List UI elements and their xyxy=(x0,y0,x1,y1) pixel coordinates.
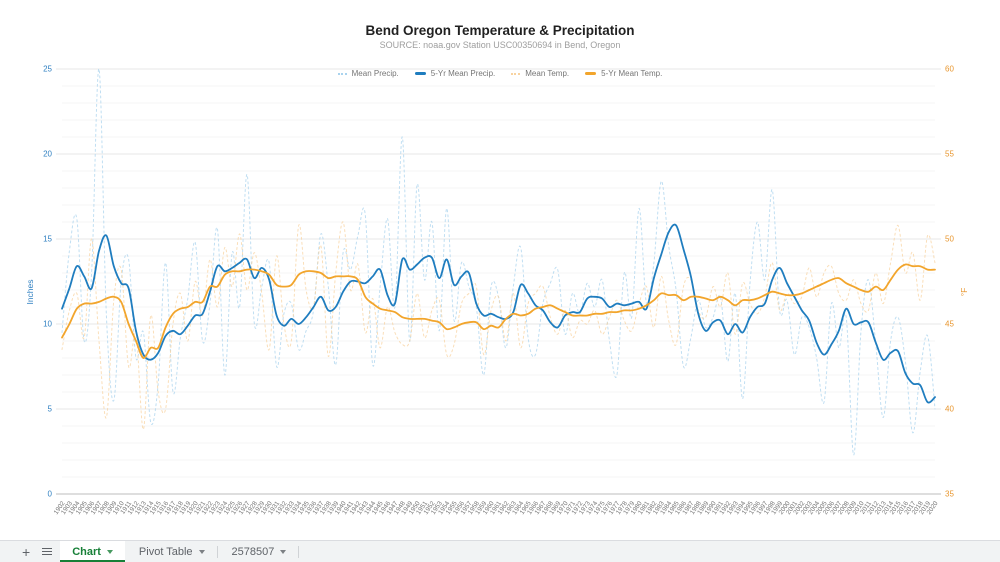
svg-text:45: 45 xyxy=(945,320,954,329)
svg-text:55: 55 xyxy=(945,150,954,159)
chevron-down-icon[interactable] xyxy=(106,549,113,554)
add-sheet-button[interactable]: + xyxy=(16,541,36,562)
legend-item-mean-temp: Mean Temp. xyxy=(511,69,569,78)
tab-separator xyxy=(298,545,300,558)
svg-text:35: 35 xyxy=(945,490,954,499)
svg-text:60: 60 xyxy=(945,65,954,74)
legend-marker-icon xyxy=(585,72,597,75)
svg-text:40: 40 xyxy=(945,405,954,414)
gridlines xyxy=(56,68,941,495)
tab-separator xyxy=(216,545,218,558)
chevron-down-icon[interactable] xyxy=(280,549,287,554)
tab-label: 2578507 xyxy=(231,545,275,558)
tab-2578507[interactable]: 2578507 xyxy=(220,541,299,562)
tab-label: Chart xyxy=(72,545,101,558)
legend-item-5-yr-mean-temp: 5-Yr Mean Temp. xyxy=(585,69,662,78)
series-5-yr-mean-precip xyxy=(61,223,936,404)
legend-item-mean-precip: Mean Precip. xyxy=(337,69,399,78)
svg-text:5: 5 xyxy=(48,405,53,414)
all-sheets-button[interactable] xyxy=(36,541,58,562)
svg-text:25: 25 xyxy=(43,65,52,74)
chevron-down-icon[interactable] xyxy=(198,549,205,554)
tab-label: Pivot Table xyxy=(138,545,193,558)
svg-text:0: 0 xyxy=(48,490,53,499)
sheet-list-icon xyxy=(42,546,53,557)
series-lines xyxy=(61,68,936,456)
plus-icon: + xyxy=(22,543,31,560)
legend-label: 5-Yr Mean Precip. xyxy=(430,69,496,78)
chart-canvas: 0 5 10 15 20 25 Inches 35 40 45 50 55 60 °F 1902190319… xyxy=(25,65,969,516)
series-5-yr-mean-temp xyxy=(61,263,936,359)
svg-text:15: 15 xyxy=(43,235,52,244)
x-axis-labels: 1902190319041905190619071908190919101911… xyxy=(53,500,940,516)
legend-marker-icon xyxy=(337,72,347,75)
tab-pivot-table[interactable]: Pivot Table xyxy=(127,541,217,562)
legend-marker-icon xyxy=(414,72,426,75)
sheet-tabbar: + Chart Pivot Table 2578507 xyxy=(0,540,1000,562)
svg-text:50: 50 xyxy=(945,235,954,244)
legend-marker-icon xyxy=(511,72,521,75)
y-axis-right: 35 40 45 50 55 60 °F xyxy=(945,65,969,499)
chart-legend: Mean Precip. 5-Yr Mean Precip. Mean Temp. 5… xyxy=(0,69,1000,78)
y-axis-left: 0 5 10 15 20 25 Inches xyxy=(25,65,53,499)
series-mean-temp xyxy=(61,221,936,430)
legend-label: Mean Precip. xyxy=(351,69,399,78)
legend-item-5-yr-mean-precip: 5-Yr Mean Precip. xyxy=(414,69,496,78)
legend-label: Mean Temp. xyxy=(525,69,570,78)
svg-text:10: 10 xyxy=(43,320,52,329)
svg-text:20: 20 xyxy=(43,150,52,159)
chart-title: Bend Oregon Temperature & Precipitation xyxy=(365,23,635,38)
legend-label: 5-Yr Mean Temp. xyxy=(601,69,663,78)
chart-subtitle: SOURCE: noaa.gov Station USC00350694 in … xyxy=(379,40,621,50)
svg-text:Inches: Inches xyxy=(25,279,35,304)
svg-text:°F: °F xyxy=(959,288,969,297)
tab-chart[interactable]: Chart xyxy=(60,541,125,562)
series-mean-precip xyxy=(61,68,936,456)
